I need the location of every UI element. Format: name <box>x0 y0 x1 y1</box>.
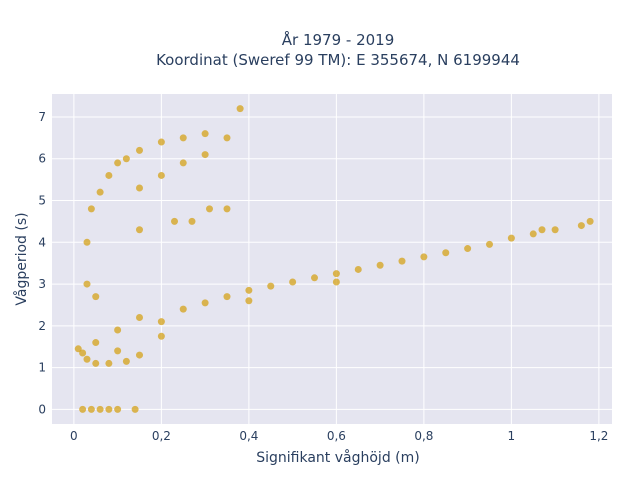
data-point-0-45 <box>92 293 100 301</box>
data-point-0-25 <box>354 265 362 273</box>
data-point-0-7 <box>79 349 87 357</box>
data-point-0-59 <box>201 151 209 159</box>
data-point-0-9 <box>92 359 100 367</box>
x-tick-label-3: 0,6 <box>327 429 346 443</box>
data-point-0-27 <box>398 257 406 265</box>
data-point-0-3 <box>105 405 113 413</box>
data-point-0-24 <box>332 270 340 278</box>
data-point-0-0 <box>79 405 87 413</box>
data-point-0-1 <box>87 405 95 413</box>
plot-area <box>52 94 612 424</box>
y-tick-label-4: 4 <box>38 235 46 249</box>
data-point-0-47 <box>105 171 113 179</box>
data-point-0-31 <box>486 240 493 248</box>
data-point-0-12 <box>136 351 143 359</box>
data-point-0-56 <box>136 184 143 192</box>
data-point-0-63 <box>223 205 231 213</box>
data-point-0-8 <box>83 355 91 363</box>
data-point-0-51 <box>157 138 165 146</box>
data-point-0-40 <box>157 332 165 340</box>
y-tick-label-7: 7 <box>38 110 46 124</box>
data-point-0-53 <box>201 130 209 138</box>
x-tick-label-5: 1 <box>508 429 516 443</box>
data-point-0-50 <box>136 146 143 154</box>
y-axis-title: Vågperiod (s) <box>13 212 30 305</box>
data-point-0-11 <box>122 357 130 365</box>
y-axis-ticks: 0 1 2 3 4 5 6 7 <box>38 110 46 416</box>
data-point-0-42 <box>83 280 91 288</box>
x-tick-label-6: 1,2 <box>589 429 608 443</box>
data-point-0-60 <box>171 217 178 225</box>
data-point-0-23 <box>311 274 318 282</box>
data-point-0-15 <box>136 313 143 321</box>
data-point-0-54 <box>223 134 231 142</box>
data-point-0-33 <box>529 230 537 238</box>
data-point-0-20 <box>245 286 253 294</box>
data-point-0-4 <box>114 405 122 413</box>
data-point-0-38 <box>332 278 340 286</box>
y-tick-label-1: 1 <box>38 361 46 375</box>
data-point-0-29 <box>442 249 450 257</box>
data-point-0-14 <box>114 326 122 334</box>
data-point-0-36 <box>586 217 594 225</box>
x-tick-label-0: 0 <box>70 429 78 443</box>
chart-title-line-1: År 1979 - 2019 <box>282 30 395 49</box>
y-tick-label-2: 2 <box>38 319 46 333</box>
data-point-0-10 <box>105 359 113 367</box>
data-point-0-39 <box>245 297 253 305</box>
y-tick-label-6: 6 <box>38 152 46 166</box>
data-point-0-26 <box>376 261 384 269</box>
data-point-0-61 <box>188 217 196 225</box>
chart-title-line-2: Koordinat (Sweref 99 TM): E 355674, N 61… <box>156 51 520 69</box>
data-point-0-35 <box>577 222 585 230</box>
data-point-0-64 <box>136 226 143 234</box>
data-point-0-49 <box>122 155 130 163</box>
data-point-0-52 <box>179 134 187 142</box>
data-point-0-34 <box>551 226 559 234</box>
data-point-0-37 <box>538 226 546 234</box>
x-tick-label-4: 0,8 <box>414 429 433 443</box>
data-point-0-48 <box>114 159 122 167</box>
data-point-0-28 <box>420 253 428 261</box>
scatter-points <box>74 105 594 413</box>
data-point-0-6 <box>74 345 82 353</box>
y-tick-label-0: 0 <box>38 402 46 416</box>
data-point-0-22 <box>289 278 297 286</box>
data-point-0-58 <box>179 159 187 167</box>
grid <box>52 94 612 424</box>
data-point-0-41 <box>114 347 122 355</box>
data-point-0-43 <box>83 238 91 246</box>
y-tick-label-3: 3 <box>38 277 46 291</box>
data-point-0-5 <box>131 405 139 413</box>
data-point-0-32 <box>507 234 515 242</box>
y-tick-label-5: 5 <box>38 194 46 208</box>
data-point-0-30 <box>464 245 472 253</box>
x-tick-label-1: 0,2 <box>152 429 171 443</box>
data-point-0-44 <box>87 205 95 213</box>
data-point-0-17 <box>179 305 187 313</box>
data-point-0-19 <box>223 293 231 301</box>
x-axis-title: Signifikant våghöjd (m) <box>256 449 419 466</box>
data-point-0-46 <box>96 188 104 196</box>
data-point-0-2 <box>96 405 104 413</box>
data-point-0-21 <box>267 282 275 290</box>
data-point-0-57 <box>157 171 165 179</box>
x-tick-label-2: 0,4 <box>239 429 258 443</box>
data-point-0-62 <box>206 205 213 213</box>
data-point-0-16 <box>157 318 165 326</box>
x-axis-ticks: 0 0,2 0,4 0,6 0,8 1 1,2 <box>70 429 608 443</box>
data-point-0-18 <box>201 299 209 307</box>
data-point-0-13 <box>92 339 100 347</box>
data-point-0-55 <box>236 105 244 113</box>
